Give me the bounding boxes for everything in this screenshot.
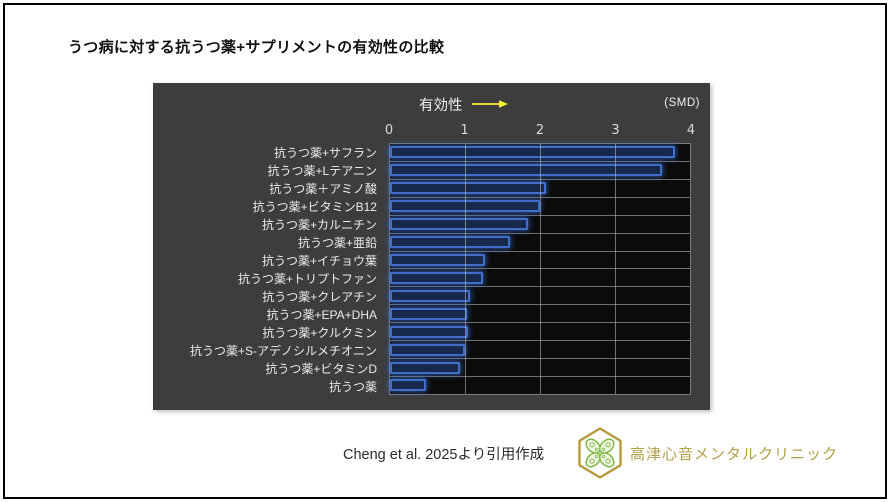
category-label: 抗うつ薬＋アミノ酸 xyxy=(269,181,377,196)
category-label: 抗うつ薬+EPA+DHA xyxy=(266,307,377,322)
bar xyxy=(390,307,468,320)
category-label: 抗うつ薬+S-アデノシルメチオニン xyxy=(189,343,377,358)
category-label: 抗うつ薬+トリプトファン xyxy=(237,271,377,286)
category-label: 抗うつ薬+Lテアニン xyxy=(267,163,377,178)
category-label: 抗うつ薬+亜鉛 xyxy=(297,235,377,250)
bar xyxy=(390,218,528,231)
gridline xyxy=(465,144,466,394)
category-label: 抗うつ薬+イチョウ葉 xyxy=(261,253,377,268)
bar-row xyxy=(390,377,690,394)
category-label: 抗うつ薬+クルクミン xyxy=(262,325,377,340)
chart-panel: 有効性 (SMD) 0 1 2 3 4 抗うつ薬+サフラン 抗うつ薬+Lテアニン 抗うつ薬＋… xyxy=(153,83,710,410)
bar xyxy=(390,361,460,374)
category-label: 抗うつ薬+ビタミンB12 xyxy=(252,199,377,214)
clinic-name: 高津心音メンタルクリニック xyxy=(630,446,839,463)
category-label: 抗うつ薬+クレアチン xyxy=(262,289,377,304)
x-tick-label: 1 xyxy=(460,123,469,138)
page-title: うつ病に対する抗うつ薬+サプリメントの有効性の比較 xyxy=(68,39,445,56)
category-label: 抗うつ薬+ビタミンD xyxy=(265,361,377,376)
x-axis-ticks: 0 1 2 3 4 xyxy=(385,123,695,139)
category-label: 抗うつ薬+サフラン xyxy=(273,145,377,160)
bar xyxy=(390,271,483,284)
right-arrow-icon xyxy=(471,99,509,109)
bar xyxy=(390,379,426,392)
citation-text: Cheng et al. 2025より引用作成 xyxy=(343,447,545,463)
bar xyxy=(390,289,471,302)
bar xyxy=(390,236,510,249)
bar xyxy=(390,325,468,338)
x-tick-label: 3 xyxy=(611,123,620,138)
category-labels: 抗うつ薬+サフラン 抗うつ薬+Lテアニン 抗うつ薬＋アミノ酸抗うつ薬+ビタミンB12… xyxy=(153,143,383,395)
bar xyxy=(390,343,465,356)
axis-title-group: 有効性 xyxy=(419,94,509,114)
x-tick-label: 2 xyxy=(535,123,545,138)
category-label: 抗うつ薬+カルニチン xyxy=(261,217,377,232)
plot-area xyxy=(389,143,691,395)
bar xyxy=(390,164,662,177)
clover-hexagon-logo xyxy=(577,427,623,484)
gridline xyxy=(615,144,616,394)
gridline xyxy=(540,144,541,394)
bar xyxy=(390,146,675,159)
x-tick-label: 0 xyxy=(384,123,394,138)
category-label: 抗うつ薬 xyxy=(328,379,377,394)
x-tick-label: 4 xyxy=(686,123,696,138)
unit-label: (SMD) xyxy=(664,97,700,109)
axis-title: 有効性 xyxy=(419,97,463,114)
bar xyxy=(390,182,546,195)
bar xyxy=(390,253,485,266)
